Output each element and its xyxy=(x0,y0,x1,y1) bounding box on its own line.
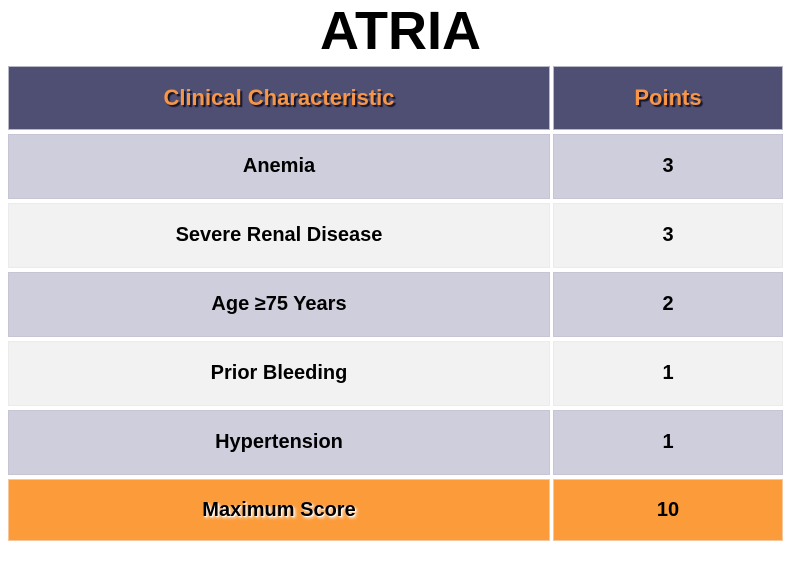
table-row-age-75: Age ≥75 Years 2 xyxy=(8,272,783,337)
table-footer-row-maximum-score: Maximum Score 10 xyxy=(8,479,783,541)
table-row-severe-renal-disease: Severe Renal Disease 3 xyxy=(8,203,783,268)
cell-characteristic: Age ≥75 Years xyxy=(8,272,550,337)
header-points: Points xyxy=(553,66,783,130)
cell-characteristic: Hypertension xyxy=(8,410,550,475)
cell-points: 2 xyxy=(553,272,783,337)
cell-characteristic: Prior Bleeding xyxy=(8,341,550,406)
table-header-row: Clinical Characteristic Points xyxy=(8,66,783,130)
atria-score-table: Clinical Characteristic Points Anemia 3 … xyxy=(5,62,786,545)
cell-maximum-score-points: 10 xyxy=(553,479,783,541)
page-title: ATRIA xyxy=(320,1,481,61)
table-row-hypertension: Hypertension 1 xyxy=(8,410,783,475)
cell-points: 1 xyxy=(553,410,783,475)
cell-points: 3 xyxy=(553,203,783,268)
header-clinical-characteristic: Clinical Characteristic xyxy=(8,66,550,130)
cell-points: 1 xyxy=(553,341,783,406)
cell-maximum-score-label: Maximum Score xyxy=(8,479,550,541)
table-row-anemia: Anemia 3 xyxy=(8,134,783,199)
cell-characteristic: Anemia xyxy=(8,134,550,199)
table-row-prior-bleeding: Prior Bleeding 1 xyxy=(8,341,783,406)
cell-characteristic: Severe Renal Disease xyxy=(8,203,550,268)
cell-points: 3 xyxy=(553,134,783,199)
